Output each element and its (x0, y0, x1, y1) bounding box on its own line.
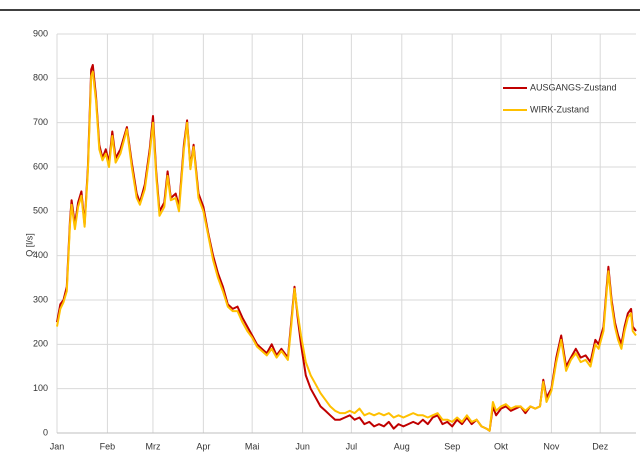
y-tick-label: 300 (33, 294, 48, 304)
y-tick-label: 900 (33, 28, 48, 38)
x-tick-label: Apr (196, 441, 210, 451)
x-tick-label: Mai (245, 441, 260, 451)
y-tick-label: 700 (33, 117, 48, 127)
y-tick-label: 500 (33, 206, 48, 216)
x-tick-label: Jan (50, 441, 65, 451)
y-tick-label: 100 (33, 383, 48, 393)
legend-label: AUSGANGS-Zustand (530, 82, 617, 92)
y-tick-label: 600 (33, 161, 48, 171)
x-tick-label: Aug (394, 441, 410, 451)
x-tick-label: Sep (444, 441, 460, 451)
x-tick-label: Feb (100, 441, 116, 451)
x-tick-label: Jul (346, 441, 358, 451)
y-tick-label: 800 (33, 73, 48, 83)
x-tick-label: Mrz (145, 441, 160, 451)
x-tick-label: Nov (543, 441, 560, 451)
x-tick-label: Dez (592, 441, 609, 451)
legend-label: WIRK-Zustand (530, 104, 589, 114)
y-tick-label: 0 (43, 427, 48, 437)
y-tick-label: 200 (33, 339, 48, 349)
y-tick-label: 400 (33, 250, 48, 260)
x-tick-label: Jun (295, 441, 310, 451)
series-line (56, 70, 637, 432)
x-tick-label: Okt (494, 441, 509, 451)
y-axis-label: Q [l/s] (24, 233, 34, 257)
